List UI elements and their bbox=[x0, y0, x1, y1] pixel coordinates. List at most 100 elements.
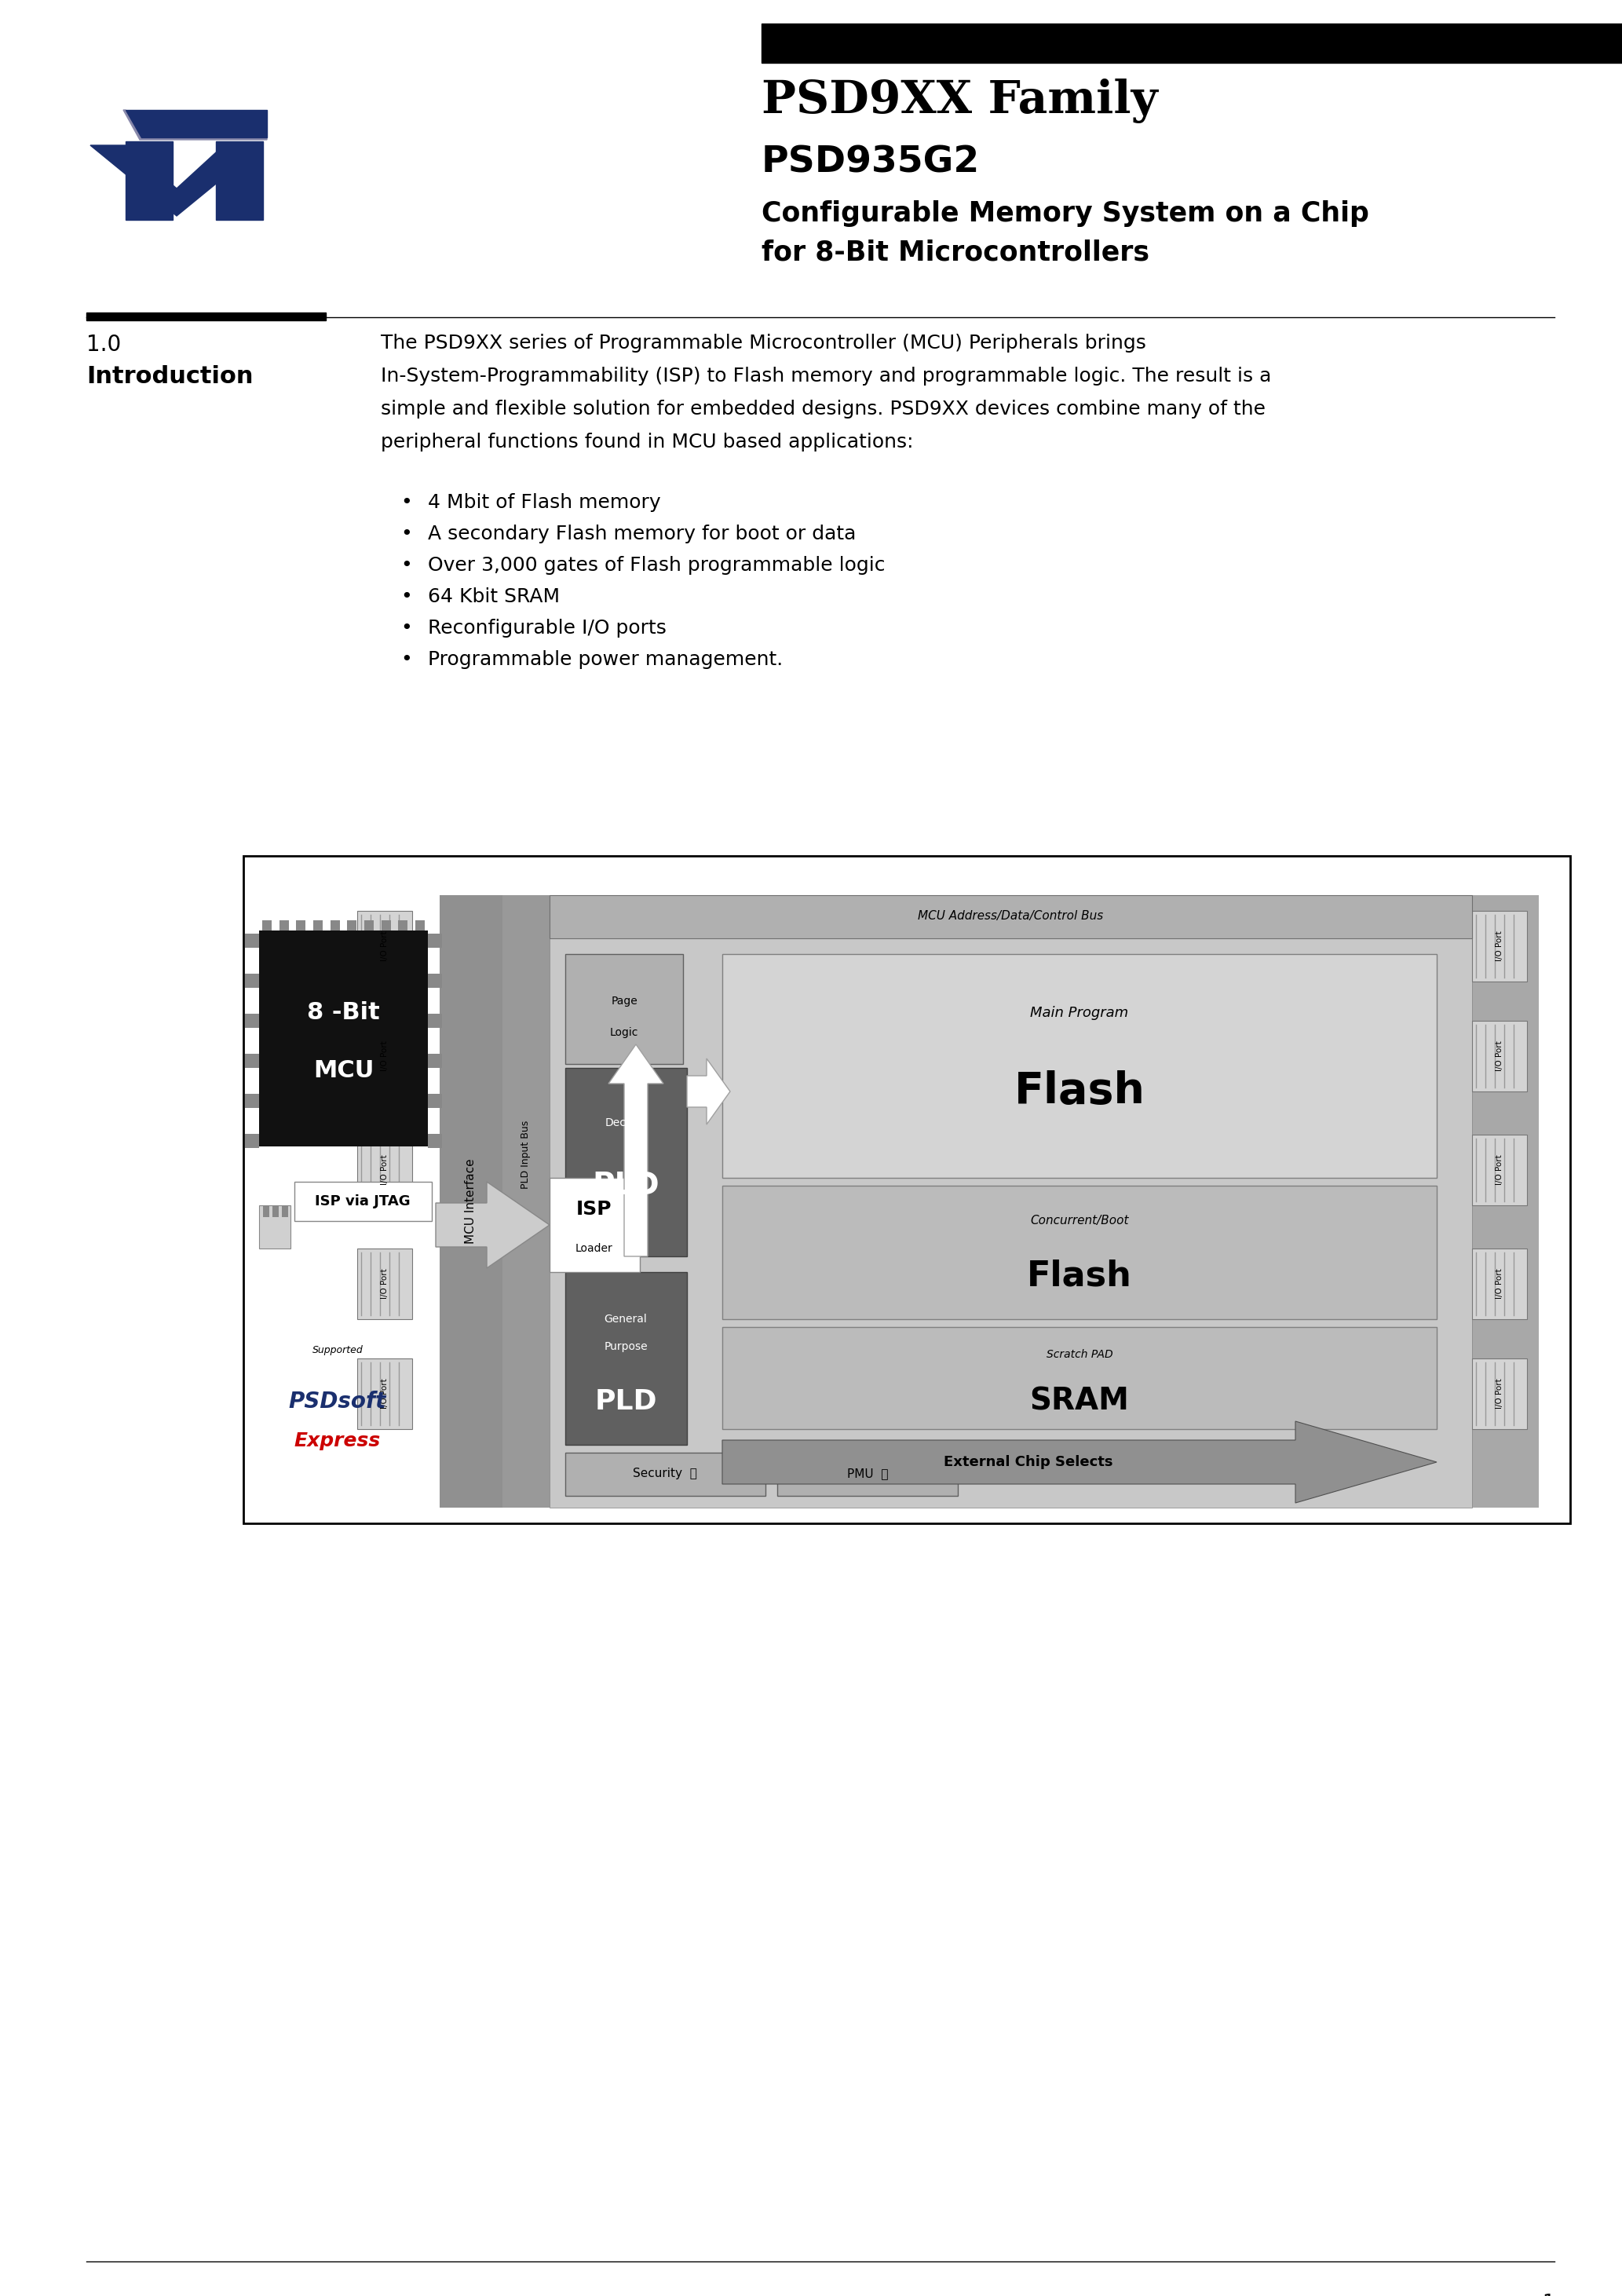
Text: 64 Kbit SRAM: 64 Kbit SRAM bbox=[428, 588, 560, 606]
Text: PSD9XX Family: PSD9XX Family bbox=[762, 78, 1158, 124]
Bar bbox=[428, 1134, 443, 1148]
Text: Loader: Loader bbox=[576, 1242, 613, 1254]
Bar bbox=[428, 934, 443, 948]
Text: MCU Interface: MCU Interface bbox=[466, 1159, 477, 1244]
Bar bbox=[295, 1182, 431, 1221]
Bar bbox=[347, 921, 357, 934]
Bar bbox=[440, 895, 1539, 1508]
Bar bbox=[399, 1132, 407, 1146]
Text: Scratch PAD: Scratch PAD bbox=[1046, 1350, 1113, 1359]
Bar bbox=[564, 955, 683, 1063]
Text: Logic: Logic bbox=[610, 1026, 639, 1038]
Bar bbox=[365, 1132, 373, 1146]
Text: Configurable Memory System on a Chip: Configurable Memory System on a Chip bbox=[762, 200, 1369, 227]
Polygon shape bbox=[123, 110, 268, 140]
Bar bbox=[564, 1068, 688, 1256]
Text: simple and flexible solution for embedded designs. PSD9XX devices combine many o: simple and flexible solution for embedde… bbox=[381, 400, 1265, 418]
Text: •: • bbox=[401, 556, 412, 574]
Bar bbox=[357, 1022, 412, 1091]
Bar bbox=[399, 921, 407, 934]
Bar bbox=[503, 895, 550, 1508]
Text: A secondary Flash memory for boot or data: A secondary Flash memory for boot or dat… bbox=[428, 523, 856, 544]
Text: MCU Address/Data/Control Bus: MCU Address/Data/Control Bus bbox=[918, 912, 1103, 923]
Bar bbox=[1473, 1134, 1526, 1205]
Text: 8 -Bit: 8 -Bit bbox=[307, 1001, 380, 1024]
Bar bbox=[263, 1132, 271, 1146]
Polygon shape bbox=[436, 1182, 550, 1267]
Polygon shape bbox=[608, 1045, 663, 1256]
Bar bbox=[357, 1249, 412, 1320]
Bar bbox=[245, 934, 260, 948]
Polygon shape bbox=[722, 1421, 1437, 1504]
Text: The PSD9XX series of Programmable Microcontroller (MCU) Peripherals brings: The PSD9XX series of Programmable Microc… bbox=[381, 333, 1147, 354]
Text: peripheral functions found in MCU based applications:: peripheral functions found in MCU based … bbox=[381, 432, 913, 452]
Text: Reconfigurable I/O ports: Reconfigurable I/O ports bbox=[428, 618, 667, 638]
Text: PLD: PLD bbox=[592, 1171, 659, 1201]
Text: ISP: ISP bbox=[576, 1201, 611, 1219]
Bar bbox=[245, 1134, 260, 1148]
Bar bbox=[347, 1132, 357, 1146]
Text: PSDsoft: PSDsoft bbox=[289, 1391, 386, 1412]
Text: I/O Port: I/O Port bbox=[1495, 1270, 1504, 1300]
Polygon shape bbox=[91, 145, 263, 216]
Bar bbox=[260, 930, 428, 1146]
Text: External Chip Selects: External Chip Selects bbox=[944, 1456, 1113, 1469]
Bar bbox=[297, 1132, 305, 1146]
Text: I/O Port: I/O Port bbox=[381, 930, 389, 962]
Text: Programmable power management.: Programmable power management. bbox=[428, 650, 783, 668]
Text: I/O Port: I/O Port bbox=[381, 1040, 389, 1072]
Bar bbox=[279, 921, 289, 934]
Text: Introduction: Introduction bbox=[86, 365, 253, 388]
Bar bbox=[313, 1132, 323, 1146]
Bar bbox=[245, 1054, 260, 1068]
Bar bbox=[722, 1327, 1437, 1428]
Bar bbox=[550, 1178, 639, 1272]
Bar bbox=[263, 921, 271, 934]
Text: Express: Express bbox=[294, 1430, 381, 1451]
Text: Purpose: Purpose bbox=[603, 1341, 647, 1352]
Bar bbox=[245, 974, 260, 987]
Text: •: • bbox=[401, 588, 412, 606]
Bar bbox=[440, 895, 503, 1508]
Bar bbox=[357, 1359, 412, 1428]
Bar bbox=[245, 1015, 260, 1029]
Bar bbox=[263, 1205, 269, 1217]
Text: ISP via JTAG: ISP via JTAG bbox=[315, 1194, 410, 1208]
Polygon shape bbox=[688, 1058, 730, 1125]
Bar bbox=[331, 1132, 339, 1146]
Text: I/O Port: I/O Port bbox=[1495, 930, 1504, 962]
Polygon shape bbox=[125, 110, 268, 138]
Bar bbox=[331, 921, 339, 934]
Text: I/O Port: I/O Port bbox=[1495, 1040, 1504, 1072]
Bar bbox=[722, 955, 1437, 1178]
Bar bbox=[245, 1093, 260, 1109]
Text: PMU  🖥: PMU 🖥 bbox=[847, 1467, 889, 1479]
Bar bbox=[365, 921, 373, 934]
Bar bbox=[564, 1453, 766, 1497]
Text: Over 3,000 gates of Flash programmable logic: Over 3,000 gates of Flash programmable l… bbox=[428, 556, 886, 574]
Bar bbox=[216, 142, 263, 220]
Bar bbox=[428, 1015, 443, 1029]
Bar bbox=[243, 856, 1570, 1522]
Bar bbox=[415, 1132, 425, 1146]
Bar bbox=[357, 912, 412, 980]
Bar bbox=[777, 1453, 959, 1497]
Bar bbox=[428, 1093, 443, 1109]
Bar bbox=[428, 974, 443, 987]
Bar bbox=[260, 1205, 290, 1249]
Bar bbox=[297, 921, 305, 934]
Bar bbox=[550, 895, 1473, 939]
Text: PLD Input Bus: PLD Input Bus bbox=[521, 1120, 530, 1189]
Text: Page: Page bbox=[611, 996, 637, 1006]
Bar bbox=[1473, 1359, 1526, 1428]
Text: General: General bbox=[605, 1313, 647, 1325]
Text: Flash: Flash bbox=[1027, 1258, 1132, 1293]
Text: PLD: PLD bbox=[595, 1389, 657, 1414]
Text: Concurrent/Boot: Concurrent/Boot bbox=[1030, 1215, 1129, 1226]
Bar bbox=[428, 1054, 443, 1068]
Bar bbox=[722, 1185, 1437, 1320]
Text: I/O Port: I/O Port bbox=[1495, 1378, 1504, 1410]
Text: Main Program: Main Program bbox=[1030, 1006, 1129, 1019]
Bar bbox=[357, 1134, 412, 1205]
Bar bbox=[415, 921, 425, 934]
